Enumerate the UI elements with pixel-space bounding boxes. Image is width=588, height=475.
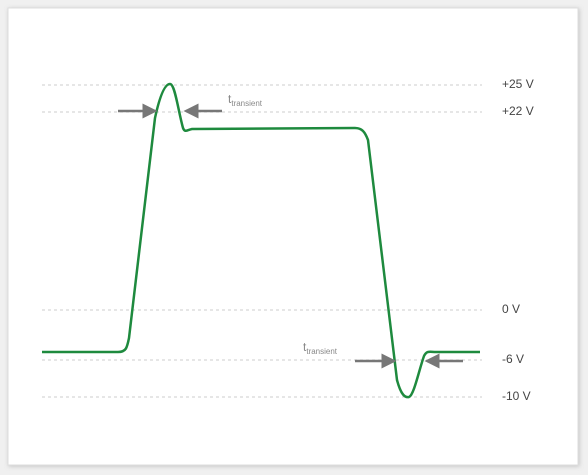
level-label: +22 V — [502, 104, 534, 118]
annotation-subscript: transient — [231, 99, 262, 108]
annotation: ttransient — [228, 92, 263, 108]
level-label: +25 V — [502, 77, 534, 91]
level-label: -6 V — [502, 352, 524, 366]
level-label: 0 V — [502, 302, 520, 316]
frame — [7, 7, 579, 466]
annotation-symbol: t — [228, 92, 232, 106]
annotation-subscript: transient — [306, 347, 337, 356]
level-label: -10 V — [502, 389, 531, 403]
annotation-symbol: t — [303, 340, 307, 354]
annotation: ttransient — [303, 340, 338, 356]
